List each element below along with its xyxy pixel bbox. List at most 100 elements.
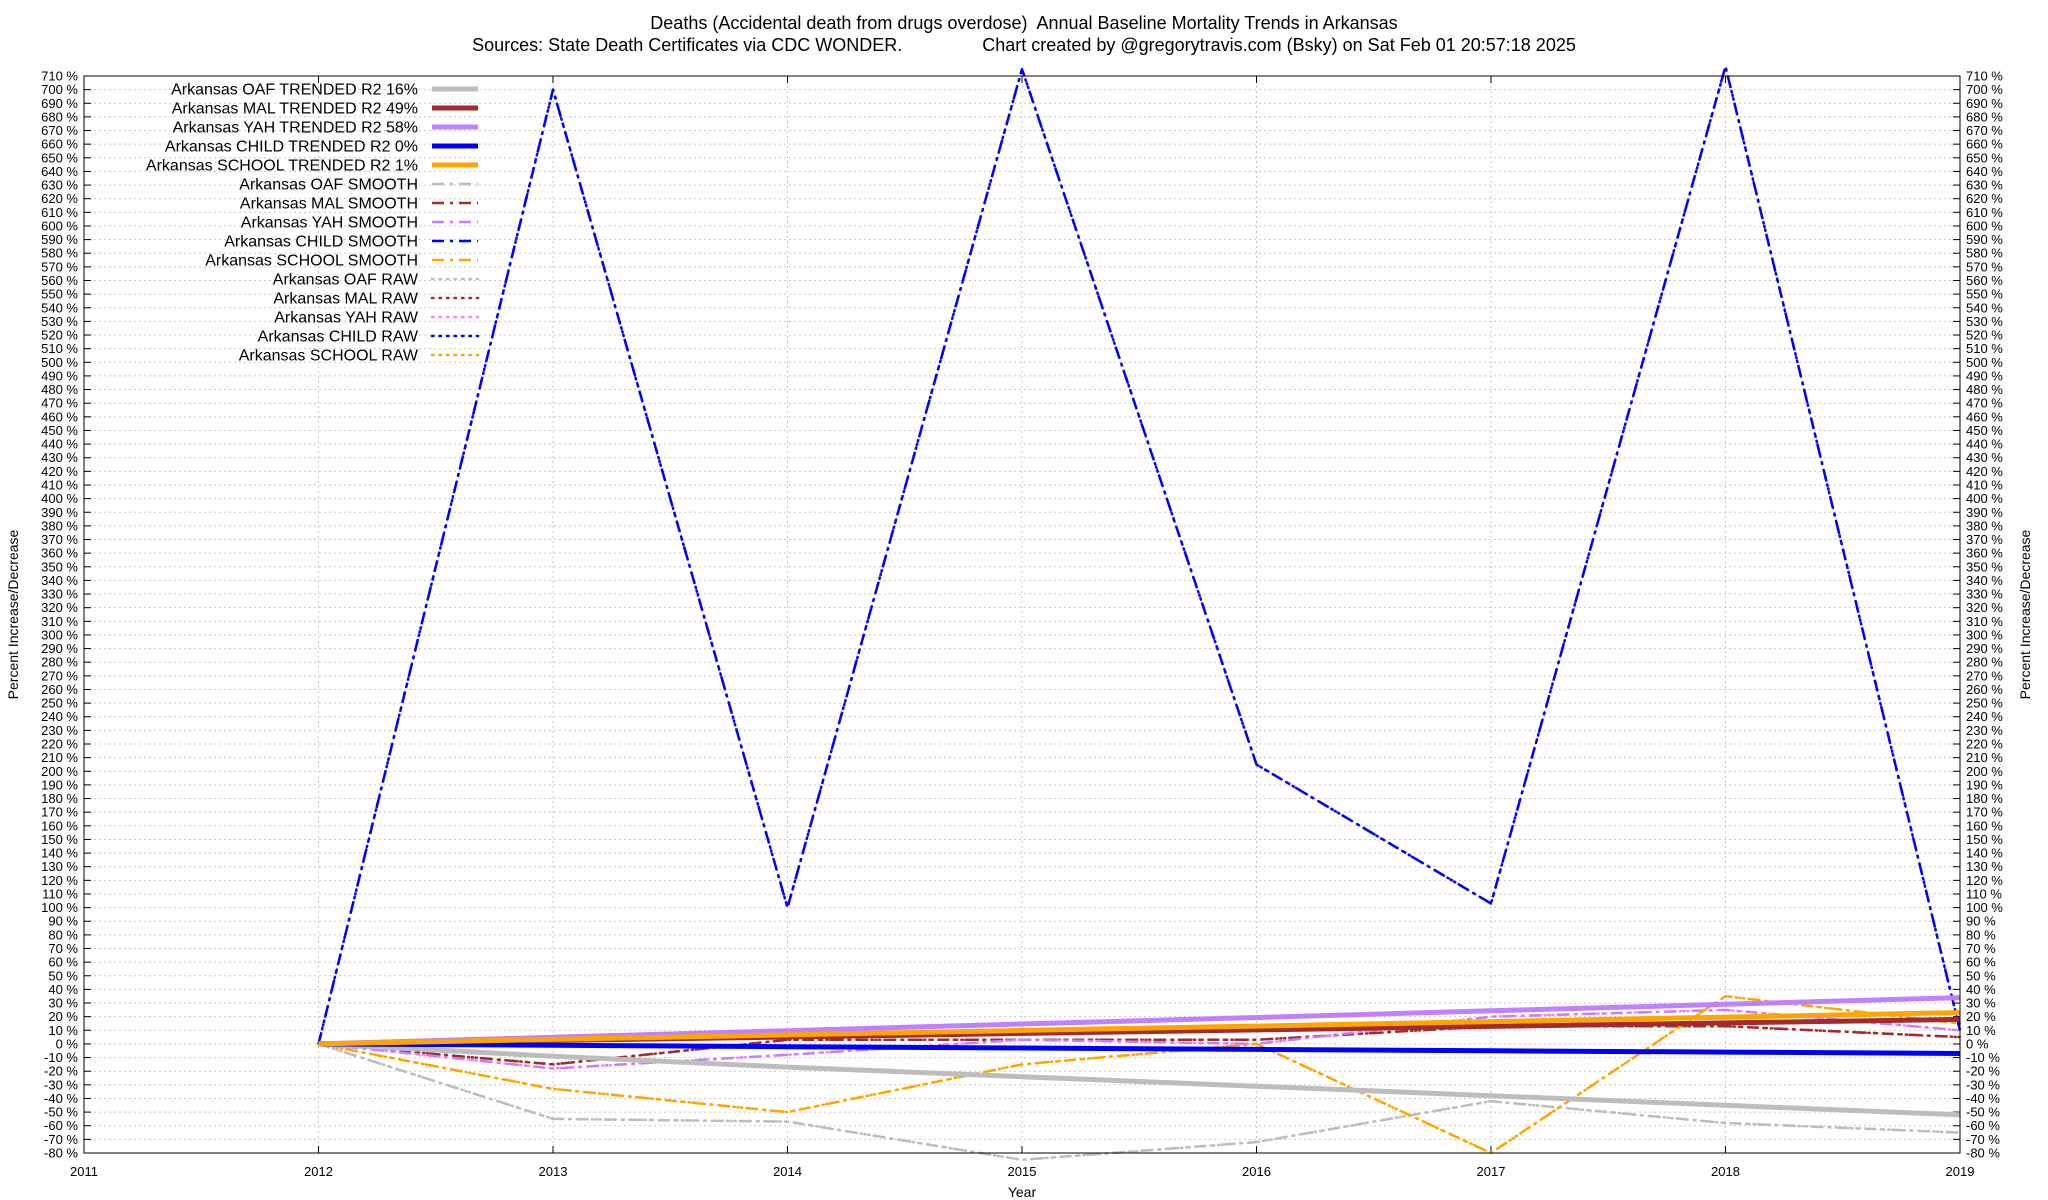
y2-tick-label: 680 % — [1966, 109, 2003, 124]
y2-tick-label: 580 % — [1966, 246, 2003, 261]
y-tick-label: 330 % — [41, 587, 78, 602]
y2-tick-label: 700 % — [1966, 82, 2003, 97]
y2-tick-label: 50 % — [1966, 968, 1996, 983]
y2-tick-label: 610 % — [1966, 205, 2003, 220]
series-line-arkansas-oaf-raw — [317, 1042, 1962, 1162]
y-tick-label: 200 % — [41, 764, 78, 779]
y2-tick-label: 180 % — [1966, 791, 2003, 806]
y-tick-label: -20 % — [44, 1064, 78, 1079]
y-tick-label: 700 % — [41, 82, 78, 97]
legend-label: Arkansas SCHOOL TRENDED R2 1% — [146, 158, 418, 175]
y-tick-label: 610 % — [41, 205, 78, 220]
y-tick-label: 30 % — [48, 996, 78, 1011]
legend-label: Arkansas SCHOOL RAW — [239, 348, 419, 365]
x-tick-label: 2015 — [1008, 1164, 1037, 1179]
y-tick-label: 240 % — [41, 709, 78, 724]
series-line-arkansas-child-smooth — [317, 65, 1962, 1045]
y2-axis-title: Percent Increase/Decrease — [2017, 529, 2033, 699]
y2-tick-label: 390 % — [1966, 505, 2003, 520]
y2-tick-label: -10 % — [1966, 1050, 2000, 1065]
y2-tick-label: -20 % — [1966, 1064, 2000, 1079]
y2-tick-label: 190 % — [1966, 777, 2003, 792]
y-tick-label: 50 % — [48, 968, 78, 983]
y-tick-label: 140 % — [41, 846, 78, 861]
y2-tick-label: 140 % — [1966, 846, 2003, 861]
y-tick-label: -50 % — [44, 1105, 78, 1120]
y2-tick-label: 510 % — [1966, 341, 2003, 356]
y-tick-label: 480 % — [41, 382, 78, 397]
y2-tick-label: 380 % — [1966, 518, 2003, 533]
y-tick-label: 470 % — [41, 396, 78, 411]
y2-tick-label: 470 % — [1966, 396, 2003, 411]
y2-tick-label: 530 % — [1966, 314, 2003, 329]
y2-tick-label: 710 % — [1966, 69, 2003, 84]
y2-tick-label: 460 % — [1966, 409, 2003, 424]
y2-tick-label: 150 % — [1966, 832, 2003, 847]
y-tick-label: 300 % — [41, 627, 78, 642]
y-tick-label: 520 % — [41, 328, 78, 343]
y2-tick-label: 350 % — [1966, 559, 2003, 574]
y2-tick-label: 80 % — [1966, 927, 1996, 942]
y2-tick-label: 360 % — [1966, 546, 2003, 561]
y2-tick-label: 30 % — [1966, 996, 1996, 1011]
y2-tick-label: 370 % — [1966, 532, 2003, 547]
y-tick-label: 500 % — [41, 355, 78, 370]
x-tick-label: 2012 — [304, 1164, 333, 1179]
y2-tick-label: 310 % — [1966, 614, 2003, 629]
y-tick-label: 90 % — [48, 914, 78, 929]
y2-tick-label: 400 % — [1966, 491, 2003, 506]
y2-tick-label: 650 % — [1966, 150, 2003, 165]
legend-label: Arkansas MAL TRENDED R2 49% — [172, 101, 418, 118]
legend-label: Arkansas YAH TRENDED R2 58% — [173, 120, 418, 137]
y-tick-label: 260 % — [41, 682, 78, 697]
y-tick-label: 180 % — [41, 791, 78, 806]
y2-tick-label: -50 % — [1966, 1105, 2000, 1120]
y2-tick-label: 20 % — [1966, 1009, 1996, 1024]
series-line-arkansas-child-raw — [317, 65, 1962, 1046]
y2-tick-label: 230 % — [1966, 723, 2003, 738]
y-tick-label: 80 % — [48, 927, 78, 942]
series-line-arkansas-school-trended-r2-1 — [318, 1010, 1961, 1047]
plot-frame — [83, 75, 1961, 1154]
y-tick-label: 550 % — [41, 287, 78, 302]
x-tick-label: 2019 — [1946, 1164, 1975, 1179]
series-line-arkansas-child-trended-r2-0 — [318, 1041, 1961, 1056]
y-tick-label: 540 % — [41, 300, 78, 315]
y-tick-label: 0 % — [56, 1036, 79, 1051]
y-tick-label: 320 % — [41, 600, 78, 615]
y2-tick-label: 40 % — [1966, 982, 1996, 997]
chart-subtitle: Sources: State Death Certificates via CD… — [472, 35, 1576, 55]
chart-title-block: Deaths (Accidental death from drugs over… — [0, 12, 2048, 56]
y-tick-label: 110 % — [42, 886, 78, 901]
y-tick-label: 20 % — [48, 1009, 78, 1024]
y2-tick-label: 340 % — [1966, 573, 2003, 588]
y2-tick-label: 550 % — [1966, 287, 2003, 302]
y-tick-label: 310 % — [41, 614, 78, 629]
legend-label: Arkansas MAL SMOOTH — [240, 196, 418, 213]
y-tick-label: 450 % — [41, 423, 78, 438]
y-tick-label: 370 % — [41, 532, 78, 547]
y-tick-label: 600 % — [41, 218, 78, 233]
y-tick-label: 400 % — [41, 491, 78, 506]
x-axis-title: Year — [1008, 1184, 1037, 1200]
legend-label: Arkansas SCHOOL SMOOTH — [205, 253, 418, 270]
y2-tick-label: 640 % — [1966, 164, 2003, 179]
x-tick-label: 2014 — [773, 1164, 802, 1179]
y-tick-label: 390 % — [41, 505, 78, 520]
y-tick-label: 70 % — [48, 941, 78, 956]
y-tick-label: -70 % — [44, 1132, 78, 1147]
y-tick-label: 250 % — [41, 696, 78, 711]
y-tick-label: 130 % — [41, 859, 78, 874]
y-tick-label: 630 % — [41, 178, 78, 193]
y2-tick-label: 560 % — [1966, 273, 2003, 288]
y-tick-label: 420 % — [41, 464, 78, 479]
y-tick-label: 190 % — [41, 777, 78, 792]
y2-tick-label: -60 % — [1966, 1118, 2000, 1133]
y-tick-label: 640 % — [41, 164, 78, 179]
y-tick-label: 380 % — [41, 518, 78, 533]
y2-tick-label: 660 % — [1966, 137, 2003, 152]
y2-tick-label: 60 % — [1966, 955, 1996, 970]
y-tick-label: 210 % — [41, 750, 78, 765]
x-tick-label: 2016 — [1242, 1164, 1271, 1179]
